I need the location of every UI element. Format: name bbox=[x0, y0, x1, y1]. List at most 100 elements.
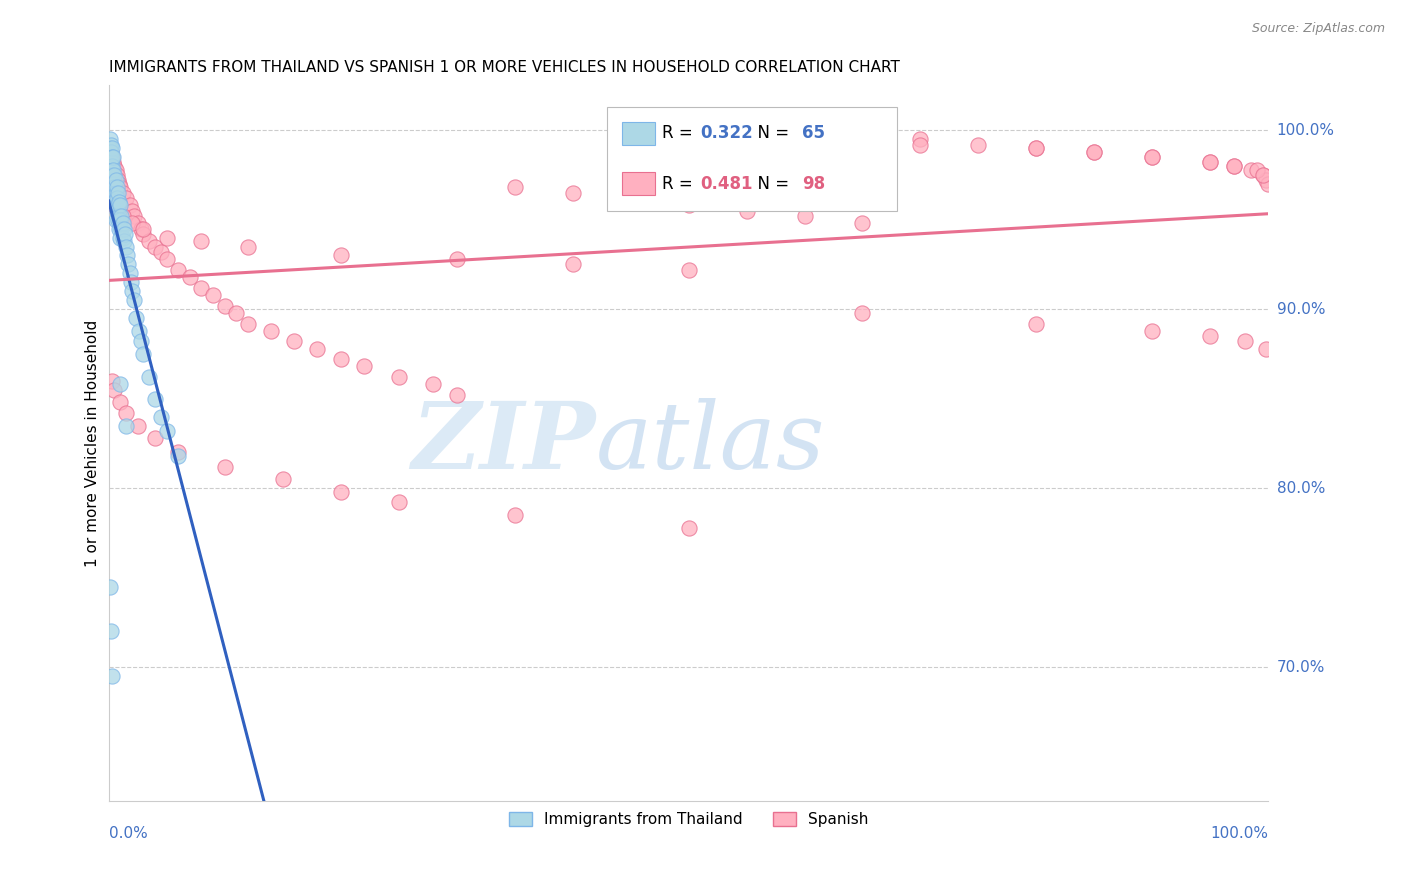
Point bbox=[115, 239, 138, 253]
Text: 0.481: 0.481 bbox=[700, 175, 752, 193]
Point bbox=[1257, 177, 1279, 191]
Point bbox=[100, 173, 122, 187]
Point bbox=[110, 395, 132, 409]
Point bbox=[110, 209, 132, 223]
Point bbox=[118, 198, 141, 212]
Point bbox=[260, 324, 283, 338]
Point bbox=[98, 150, 121, 164]
Point bbox=[104, 173, 127, 187]
Text: N =: N = bbox=[747, 125, 794, 143]
Point bbox=[101, 669, 124, 683]
Point bbox=[910, 132, 932, 146]
Point bbox=[214, 459, 236, 474]
Point bbox=[1025, 141, 1047, 155]
Y-axis label: 1 or more Vehicles in Household: 1 or more Vehicles in Household bbox=[86, 319, 100, 567]
Point bbox=[98, 132, 121, 146]
Point bbox=[329, 484, 352, 499]
Point bbox=[108, 209, 131, 223]
Point bbox=[103, 180, 125, 194]
Point bbox=[111, 186, 134, 200]
Point bbox=[107, 186, 129, 200]
Point bbox=[422, 377, 444, 392]
Point bbox=[1025, 317, 1047, 331]
Point bbox=[107, 203, 129, 218]
Point bbox=[104, 186, 127, 200]
Point bbox=[190, 234, 212, 248]
Point bbox=[115, 191, 138, 205]
Bar bbox=[623, 122, 655, 145]
Point bbox=[104, 198, 127, 212]
Point bbox=[101, 141, 124, 155]
Point bbox=[100, 137, 122, 152]
Point bbox=[167, 445, 190, 459]
Point bbox=[101, 150, 124, 164]
Point bbox=[132, 227, 155, 241]
Point bbox=[1222, 159, 1244, 173]
Point bbox=[678, 520, 700, 534]
Point bbox=[793, 132, 815, 146]
Point bbox=[202, 288, 225, 302]
Text: 90.0%: 90.0% bbox=[1277, 301, 1326, 317]
Text: R =: R = bbox=[662, 125, 697, 143]
Point bbox=[1234, 334, 1257, 349]
Point bbox=[111, 209, 134, 223]
Text: 0.0%: 0.0% bbox=[108, 826, 148, 841]
Point bbox=[100, 624, 122, 639]
Point bbox=[214, 299, 236, 313]
Point bbox=[107, 173, 129, 187]
Point bbox=[104, 162, 127, 177]
Text: 80.0%: 80.0% bbox=[1277, 481, 1324, 496]
Point bbox=[678, 262, 700, 277]
Point bbox=[851, 216, 873, 230]
Point bbox=[118, 266, 141, 280]
Point bbox=[103, 194, 125, 209]
Point bbox=[387, 370, 409, 384]
Point bbox=[503, 180, 526, 194]
Point bbox=[1083, 145, 1105, 159]
Point bbox=[100, 155, 122, 169]
Point bbox=[967, 137, 990, 152]
Point bbox=[105, 180, 128, 194]
Point bbox=[129, 334, 152, 349]
Text: R =: R = bbox=[662, 175, 697, 193]
Point bbox=[143, 431, 166, 445]
Point bbox=[108, 194, 131, 209]
Point bbox=[98, 141, 121, 155]
Point bbox=[138, 234, 160, 248]
Point bbox=[101, 374, 124, 388]
Point bbox=[236, 317, 259, 331]
Point bbox=[149, 409, 172, 424]
Point bbox=[107, 212, 129, 227]
Point bbox=[122, 209, 145, 223]
Point bbox=[101, 191, 124, 205]
Point bbox=[143, 239, 166, 253]
Point bbox=[110, 212, 132, 227]
Point bbox=[110, 221, 132, 235]
Point bbox=[103, 177, 125, 191]
Text: N =: N = bbox=[747, 175, 794, 193]
Point bbox=[1256, 173, 1278, 187]
Point bbox=[851, 306, 873, 320]
Point bbox=[121, 203, 143, 218]
Point bbox=[1199, 155, 1222, 169]
Point bbox=[503, 508, 526, 522]
Point bbox=[156, 230, 179, 244]
Point bbox=[107, 198, 129, 212]
Point bbox=[167, 449, 190, 463]
Point bbox=[132, 347, 155, 361]
Point bbox=[103, 191, 125, 205]
Point bbox=[117, 257, 139, 271]
Point bbox=[1251, 168, 1274, 182]
Point bbox=[101, 150, 124, 164]
Point bbox=[307, 342, 329, 356]
Point bbox=[735, 203, 758, 218]
Text: atlas: atlas bbox=[596, 399, 825, 489]
Point bbox=[125, 311, 148, 326]
Point bbox=[121, 285, 143, 299]
Point bbox=[236, 239, 259, 253]
Point bbox=[283, 334, 305, 349]
Point bbox=[100, 145, 122, 159]
Point bbox=[156, 252, 179, 266]
Point bbox=[129, 221, 152, 235]
Text: Source: ZipAtlas.com: Source: ZipAtlas.com bbox=[1251, 22, 1385, 36]
